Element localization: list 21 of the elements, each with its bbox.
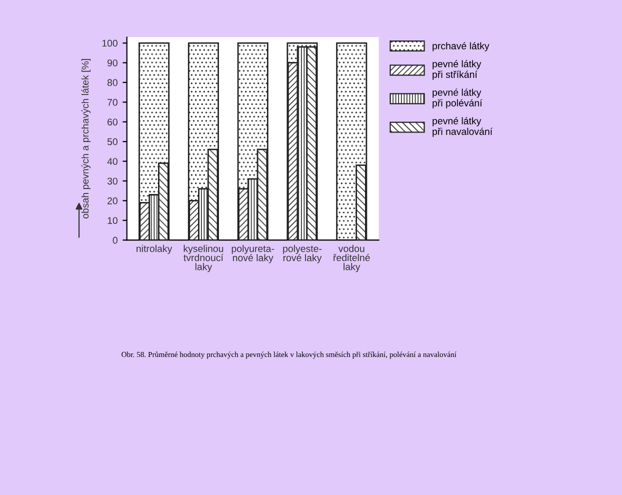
y-tick-label: 90	[108, 59, 118, 66]
y-tick-label: 50	[107, 138, 118, 146]
legend-label: pevné látky při navalování	[432, 117, 493, 137]
x-tick-label: nitrolaky	[136, 244, 172, 254]
y-tick-label: 10	[108, 217, 118, 224]
x-tick-label: polyureta- nové laky	[232, 244, 274, 264]
legend-label: prchavé látky	[432, 42, 490, 52]
y-tick-label: 20	[108, 197, 118, 204]
x-tick-label: kyselinou tvrdnoucí laky	[184, 244, 224, 272]
y-tick-label: 30	[107, 178, 118, 185]
y-axis-title: obsah pevných a prchavých látek [%]	[81, 59, 91, 218]
y-tick-label: 0	[112, 236, 118, 244]
legend-label: pevné látky při polévání	[432, 88, 482, 108]
y-tick-label: 100	[102, 40, 118, 47]
y-tick-label: 40	[107, 158, 118, 165]
x-tick-label: vodou ředitelné laky	[333, 244, 370, 272]
y-tick-label: 70	[108, 98, 118, 106]
x-tick-label: polyeste- rové laky	[283, 244, 322, 264]
y-tick-label: 60	[108, 118, 118, 126]
y-tick-label: 80	[107, 79, 118, 86]
legend-label: pevné látky při stříkání	[432, 60, 482, 80]
